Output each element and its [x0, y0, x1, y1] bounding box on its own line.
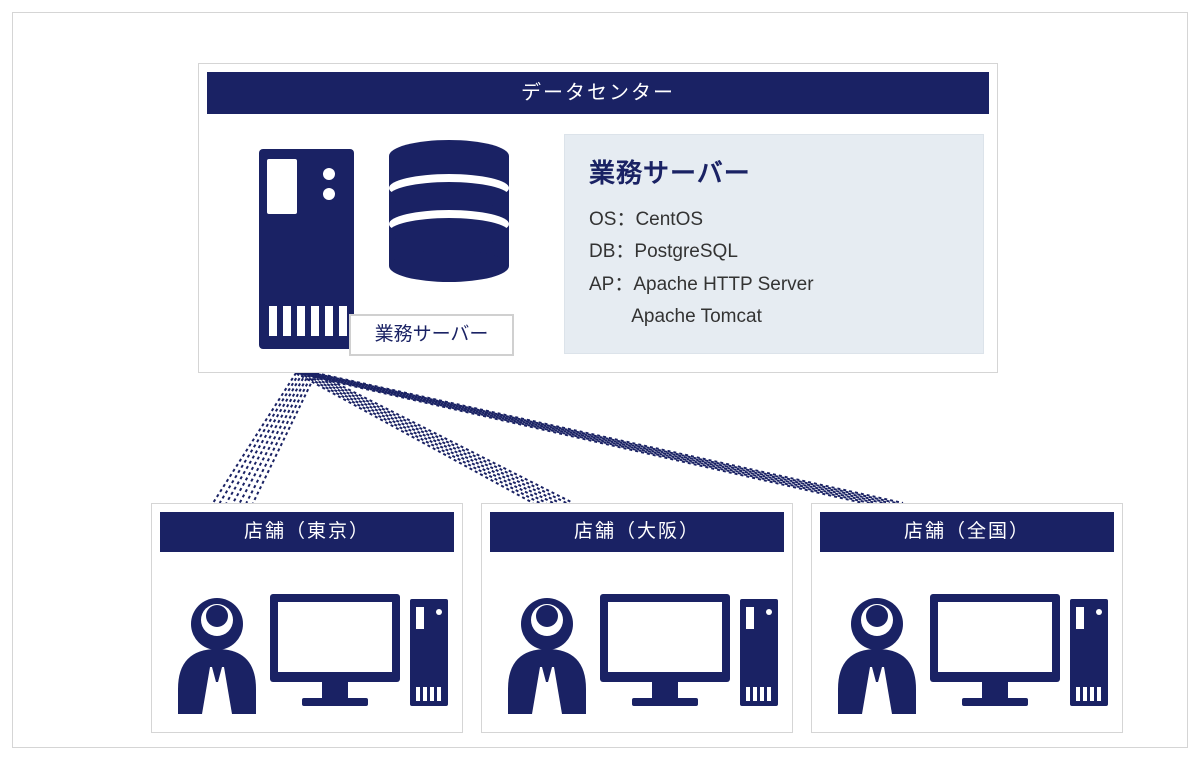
store-icon [152, 559, 462, 729]
detail-title: 業務サーバー [589, 153, 959, 190]
diagram-frame: データセンター [12, 12, 1188, 748]
datacenter-title: データセンター [207, 72, 989, 114]
server-detail-panel: 業務サーバー OS：CentOS DB：PostgreSQL AP：Apache… [564, 134, 984, 354]
store-box: 店舗（全国） [811, 503, 1123, 733]
detail-row-db: DB：PostgreSQL [589, 236, 959, 268]
store-box: 店舗（大阪） [481, 503, 793, 733]
detail-row-os: OS：CentOS [589, 204, 959, 236]
store-box: 店舗（東京） [151, 503, 463, 733]
datacenter-box: データセンター [198, 63, 998, 373]
store-title: 店舗（東京） [160, 512, 454, 552]
store-title: 店舗（大阪） [490, 512, 784, 552]
database-icon [389, 140, 509, 282]
server-label: 業務サーバー [349, 314, 514, 356]
server-tower-icon [259, 149, 354, 349]
detail-row-ap2: Apache Tomcat [589, 301, 959, 333]
store-title: 店舗（全国） [820, 512, 1114, 552]
detail-row-ap1: AP：Apache HTTP Server [589, 269, 959, 301]
store-icon [482, 559, 792, 729]
store-icon [812, 559, 1122, 729]
